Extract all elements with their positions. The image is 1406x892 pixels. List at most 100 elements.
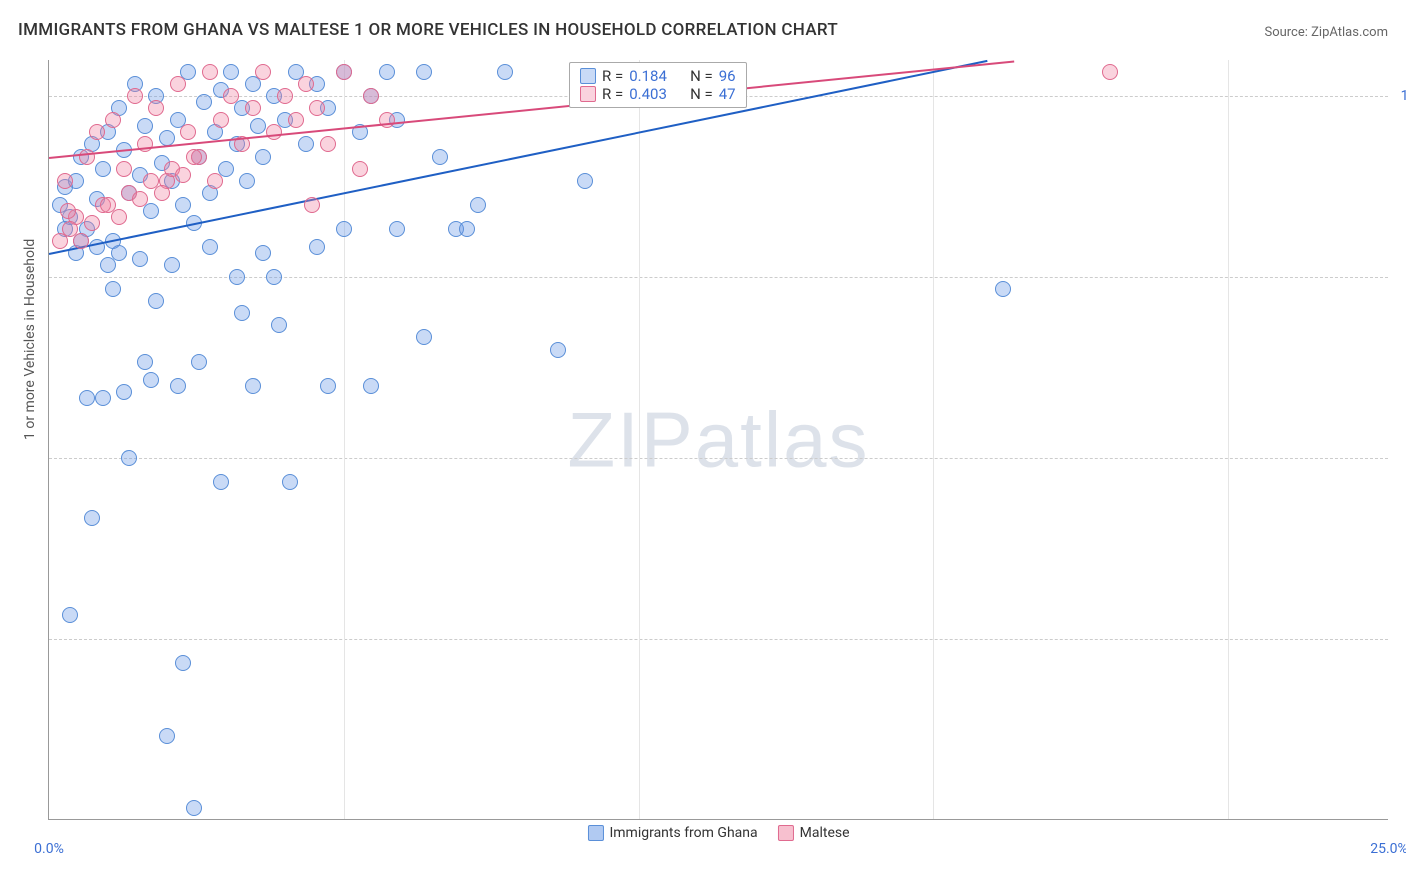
correlation-legend: R = 0.184 N = 96R = 0.403 N = 47 [569, 62, 747, 108]
scatter-point [497, 64, 513, 80]
scatter-point [470, 197, 486, 213]
scatter-point [223, 64, 239, 80]
scatter-point [282, 474, 298, 490]
scatter-point [127, 88, 143, 104]
legend-swatch [580, 86, 596, 102]
scatter-point [229, 269, 245, 285]
series-legend-label: Immigrants from Ghana [609, 825, 757, 841]
series-legend-item: Maltese [778, 825, 850, 841]
scatter-point [363, 88, 379, 104]
scatter-point [309, 239, 325, 255]
legend-swatch [778, 825, 794, 841]
scatter-point [459, 221, 475, 237]
gridline-v [933, 60, 934, 819]
scatter-point [154, 185, 170, 201]
scatter-point [175, 655, 191, 671]
scatter-point [175, 167, 191, 183]
scatter-point [111, 209, 127, 225]
scatter-point [60, 203, 76, 219]
scatter-point [191, 354, 207, 370]
scatter-point [111, 245, 127, 261]
scatter-point [223, 88, 239, 104]
scatter-point [288, 112, 304, 128]
scatter-point [79, 149, 95, 165]
scatter-point [79, 390, 95, 406]
scatter-point [379, 112, 395, 128]
scatter-point [137, 118, 153, 134]
scatter-point [379, 64, 395, 80]
y-tick-label: 55.0% [1394, 631, 1406, 647]
scatter-point [132, 191, 148, 207]
scatter-point [432, 149, 448, 165]
watermark: ZIPatlas [567, 394, 869, 485]
scatter-point [159, 728, 175, 744]
scatter-point [73, 233, 89, 249]
scatter-plot-area: ZIPatlas 55.0%70.0%85.0%100.0%0.0%25.0%R… [48, 60, 1388, 820]
scatter-point [143, 372, 159, 388]
y-tick-label: 70.0% [1394, 450, 1406, 466]
scatter-point [62, 607, 78, 623]
scatter-point [266, 124, 282, 140]
scatter-point [148, 293, 164, 309]
scatter-point [84, 510, 100, 526]
scatter-point [137, 136, 153, 152]
scatter-point [95, 390, 111, 406]
scatter-point [132, 251, 148, 267]
scatter-point [336, 64, 352, 80]
scatter-point [1102, 64, 1118, 80]
scatter-point [363, 378, 379, 394]
x-tick-label: 0.0% [34, 841, 64, 857]
gridline-h [49, 458, 1388, 459]
scatter-point [255, 149, 271, 165]
legend-row: R = 0.184 N = 96 [580, 67, 736, 85]
gridline-v [344, 60, 345, 819]
scatter-point [175, 197, 191, 213]
scatter-point [352, 161, 368, 177]
scatter-point [255, 245, 271, 261]
scatter-point [105, 281, 121, 297]
scatter-point [577, 173, 593, 189]
gridline-h [49, 639, 1388, 640]
scatter-point [202, 64, 218, 80]
y-tick-label: 100.0% [1394, 88, 1406, 104]
scatter-point [137, 354, 153, 370]
scatter-point [116, 384, 132, 400]
scatter-point [95, 161, 111, 177]
series-legend-item: Immigrants from Ghana [587, 825, 757, 841]
scatter-point [148, 100, 164, 116]
scatter-point [164, 257, 180, 273]
gridline-v [1228, 60, 1229, 819]
scatter-point [202, 239, 218, 255]
scatter-point [416, 329, 432, 345]
legend-row: R = 0.403 N = 47 [580, 85, 736, 103]
scatter-point [121, 450, 137, 466]
scatter-point [213, 112, 229, 128]
gridline-h [49, 277, 1388, 278]
scatter-point [304, 197, 320, 213]
chart-source: Source: ZipAtlas.com [1264, 25, 1388, 40]
scatter-point [196, 94, 212, 110]
scatter-point [213, 474, 229, 490]
scatter-point [336, 221, 352, 237]
scatter-point [84, 215, 100, 231]
scatter-point [389, 221, 405, 237]
scatter-point [89, 124, 105, 140]
x-tick-label: 25.0% [1370, 841, 1406, 857]
scatter-point [239, 173, 255, 189]
scatter-point [309, 100, 325, 116]
gridline-v [639, 60, 640, 819]
scatter-point [234, 305, 250, 321]
scatter-point [57, 173, 73, 189]
scatter-point [250, 118, 266, 134]
y-tick-label: 85.0% [1394, 269, 1406, 285]
scatter-point [245, 378, 261, 394]
scatter-point [105, 112, 121, 128]
scatter-point [298, 76, 314, 92]
scatter-point [298, 136, 314, 152]
series-legend-label: Maltese [800, 825, 850, 841]
legend-swatch [580, 68, 596, 84]
scatter-point [186, 800, 202, 816]
legend-swatch [587, 825, 603, 841]
scatter-point [170, 76, 186, 92]
scatter-point [180, 124, 196, 140]
